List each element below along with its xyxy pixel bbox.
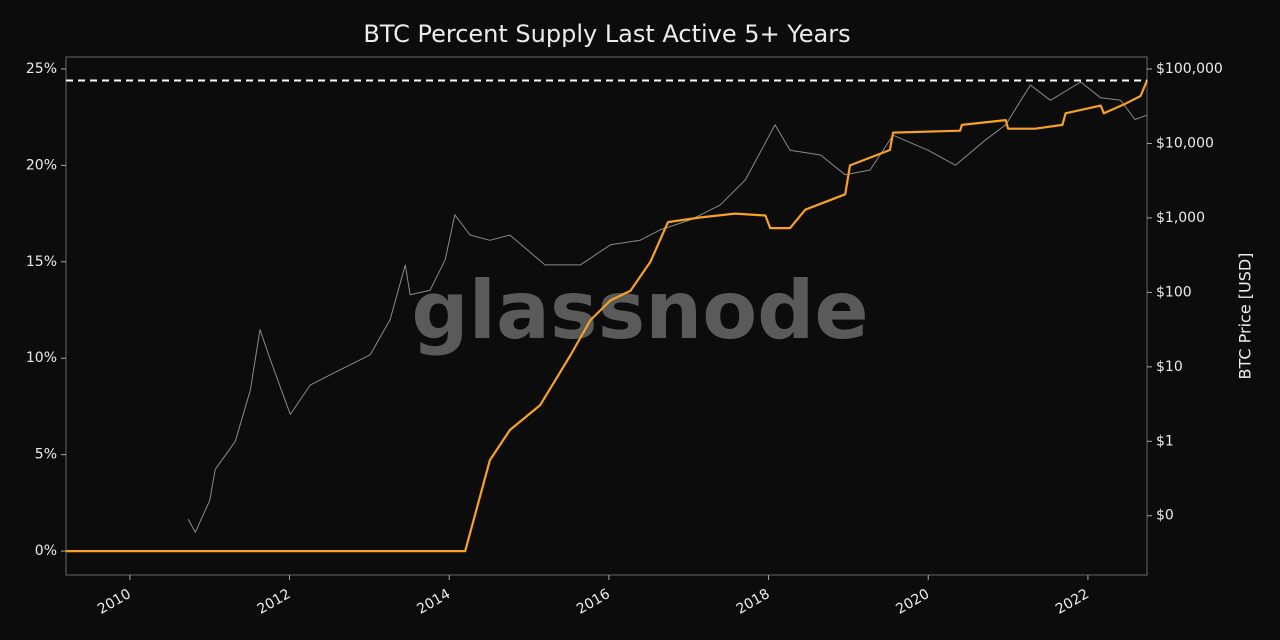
y-tick-label: 15% <box>26 254 57 270</box>
y2-tick-label: $100 <box>1156 284 1192 300</box>
y2-axis-label: BTC Price [USD] <box>1236 253 1255 380</box>
series-line <box>187 81 1148 533</box>
y-tick-label: 25% <box>26 61 57 77</box>
y2-tick-label: $10,000 <box>1156 135 1214 151</box>
y2-tick-label: $10 <box>1156 359 1183 375</box>
y2-tick-label: $0 <box>1156 508 1174 524</box>
y2-tick-label: $1 <box>1156 433 1174 449</box>
y2-tick-label: $1,000 <box>1156 210 1205 226</box>
series-line <box>66 80 1149 553</box>
y-tick-label: 10% <box>26 350 57 366</box>
chart-title: BTC Percent Supply Last Active 5+ Years <box>363 20 850 48</box>
y-tick-label: 0% <box>35 543 57 559</box>
y-tick-label: 5% <box>35 447 57 463</box>
y-tick-label: 20% <box>26 157 57 173</box>
plot-frame <box>65 56 1148 576</box>
y2-tick-label: $100,000 <box>1156 61 1223 77</box>
watermark: glassnode <box>411 264 868 357</box>
